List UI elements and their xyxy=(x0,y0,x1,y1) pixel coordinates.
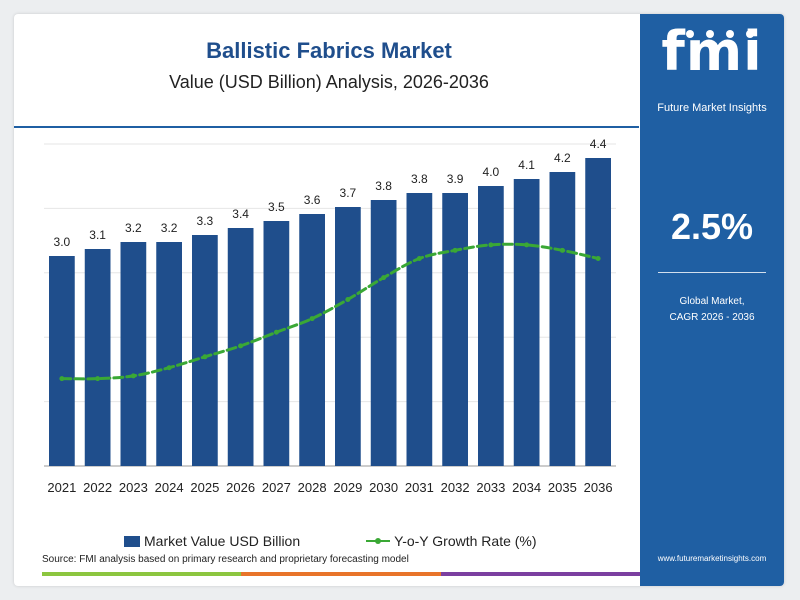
bar-value-label-2036: 4.4 xyxy=(590,137,607,151)
bar-2030 xyxy=(370,200,397,466)
x-tick-label-2025: 2025 xyxy=(190,480,219,495)
cagr-label-line2: CAGR 2026 - 2036 xyxy=(669,312,755,323)
chart-subtitle: Value (USD Billion) Analysis, 2026-2036 xyxy=(169,72,489,92)
legend-line-swatch xyxy=(366,535,391,547)
bar-value-label-2029: 3.7 xyxy=(340,186,357,200)
bar-value-label-2021: 3.0 xyxy=(54,235,71,249)
growth-rate-point-2033 xyxy=(488,242,494,248)
site-url: www.futuremarketinsights.com xyxy=(657,554,767,563)
x-tick-label-2032: 2032 xyxy=(441,480,470,495)
x-tick-label-2023: 2023 xyxy=(119,480,148,495)
logo-caption: Future Market Insights xyxy=(657,102,767,114)
bar-2029 xyxy=(335,207,361,466)
legend-bar-label: Market Value USD Billion xyxy=(144,533,301,549)
bar-2033 xyxy=(478,186,504,466)
x-tick-label-2021: 2021 xyxy=(47,480,76,495)
legend-item-market-value: Market Value USD Billion xyxy=(124,533,300,549)
source-note: Source: FMI analysis based on primary re… xyxy=(42,554,409,565)
bar-value-label-2033: 4.0 xyxy=(483,165,500,179)
footer-stripe-purple xyxy=(440,572,640,576)
bar-value-label-2035: 4.2 xyxy=(554,151,571,165)
bar-value-label-2023: 3.2 xyxy=(125,221,142,235)
x-tick-label-2035: 2035 xyxy=(548,480,577,495)
growth-rate-point-2021 xyxy=(59,376,65,382)
growth-rate-line xyxy=(60,242,600,381)
growth-rate-point-2023 xyxy=(130,373,136,379)
growth-rate-point-2025 xyxy=(202,354,208,360)
bar-value-label-2026: 3.4 xyxy=(232,207,249,221)
growth-rate-point-2029 xyxy=(345,296,351,302)
x-tick-label-2022: 2022 xyxy=(83,480,112,495)
x-tick-label-2033: 2033 xyxy=(476,480,505,495)
chart-card: Ballistic Fabrics Market Value (USD Bill… xyxy=(14,14,784,586)
cagr-divider xyxy=(658,272,766,273)
legend-bar-swatch xyxy=(124,535,140,547)
bar-value-label-2031: 3.8 xyxy=(411,172,428,186)
growth-rate-point-2027 xyxy=(273,329,279,335)
bar-value-label-2032: 3.9 xyxy=(447,172,464,186)
chart-legend: Market Value USD Billion Y-o-Y Growth Ra… xyxy=(124,531,603,551)
x-tick-label-2024: 2024 xyxy=(155,480,184,495)
bar-2031 xyxy=(406,193,433,466)
fmi-logo: fmi xyxy=(661,20,763,83)
bar-value-label-2028: 3.6 xyxy=(304,193,321,207)
footer-stripe-green xyxy=(42,572,242,576)
bar-value-label-2022: 3.1 xyxy=(89,228,106,242)
x-tick-label-2026: 2026 xyxy=(226,480,255,495)
bar-value-label-2024: 3.2 xyxy=(161,221,178,235)
growth-rate-point-2028 xyxy=(309,316,315,322)
bar-2035 xyxy=(549,172,576,466)
bar-2021 xyxy=(49,256,75,466)
bar-2025 xyxy=(192,235,218,466)
growth-rate-point-2030 xyxy=(381,275,387,281)
bar-2022 xyxy=(84,249,111,466)
growth-rate-point-2026 xyxy=(238,343,244,349)
footer-stripe xyxy=(42,572,640,576)
growth-rate-point-2022 xyxy=(95,376,101,382)
growth-rate-point-2034 xyxy=(524,242,530,248)
bar-2027 xyxy=(263,221,290,466)
bar-value-label-2034: 4.1 xyxy=(518,158,535,172)
x-tick-label-2031: 2031 xyxy=(405,480,434,495)
chart-title: Ballistic Fabrics Market xyxy=(206,38,452,63)
bar-2034 xyxy=(513,179,540,466)
growth-rate-point-2031 xyxy=(416,256,422,262)
growth-rate-point-2024 xyxy=(166,365,172,371)
bar-line-chart: 3.0 2021 3.1 2022 3.2 2023 3.2 2024 3.3 2025 3.4 20… xyxy=(44,137,616,495)
legend-item-growth-rate: Y-o-Y Growth Rate (%) xyxy=(366,533,537,549)
bar-2032 xyxy=(442,193,468,466)
logo-figures-icon xyxy=(686,30,754,38)
growth-rate-point-2032 xyxy=(452,247,458,253)
legend-line-label: Y-o-Y Growth Rate (%) xyxy=(394,533,537,549)
x-tick-label-2036: 2036 xyxy=(584,480,613,495)
x-tick-label-2034: 2034 xyxy=(512,480,541,495)
bar-2023 xyxy=(120,242,147,466)
bar-2036 xyxy=(585,158,611,466)
x-tick-label-2029: 2029 xyxy=(333,480,362,495)
growth-rate-point-2036 xyxy=(595,256,601,262)
side-panel: fmi Future Market Insights 2.5% Global M… xyxy=(640,14,784,586)
cagr-label: Global Market, CAGR 2026 - 2036 xyxy=(640,294,784,326)
cagr-value: 2.5% xyxy=(670,206,754,247)
cagr-label-line1: Global Market, xyxy=(679,296,745,307)
x-tick-label-2027: 2027 xyxy=(262,480,291,495)
footer-stripe-orange xyxy=(241,572,441,576)
x-tick-label-2028: 2028 xyxy=(298,480,327,495)
growth-rate-point-2035 xyxy=(559,247,565,253)
bar-2024 xyxy=(156,242,182,466)
bar-value-label-2030: 3.8 xyxy=(375,179,392,193)
bar-value-label-2027: 3.5 xyxy=(268,200,285,214)
title-divider xyxy=(14,126,639,128)
bar-2028 xyxy=(299,214,325,466)
x-tick-label-2030: 2030 xyxy=(369,480,398,495)
bar-value-label-2025: 3.3 xyxy=(197,214,214,228)
